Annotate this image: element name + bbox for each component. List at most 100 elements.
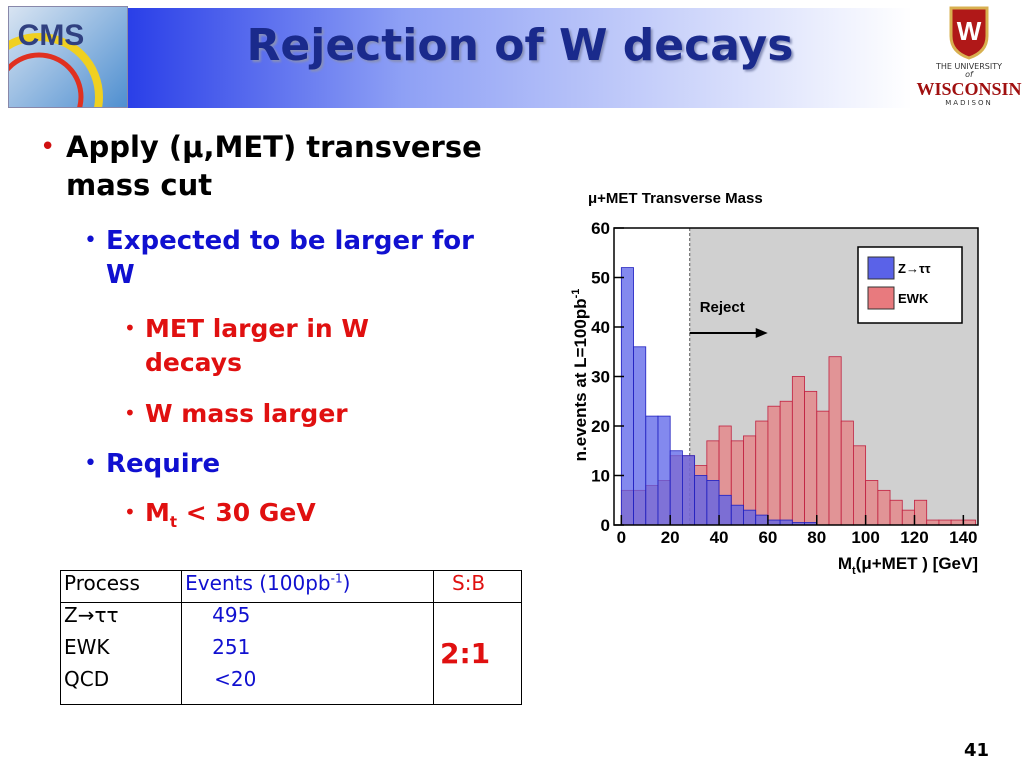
- text: Events (100pb: [185, 571, 331, 595]
- hist-bin: [718, 494, 732, 526]
- legend: Z→ττ EWK: [857, 246, 963, 324]
- hist-bin: [804, 390, 818, 526]
- legend-label: EWK: [898, 291, 929, 306]
- hist-bin: [694, 475, 708, 526]
- hist-bin: [828, 356, 842, 526]
- text: ): [342, 571, 351, 595]
- y-tick-label: 60: [591, 219, 610, 238]
- y-tick-label: 30: [591, 368, 610, 387]
- hist-bin: [853, 445, 867, 526]
- cell: Z→ττ: [59, 602, 183, 635]
- text: M: [838, 554, 852, 573]
- hist-bin: [645, 415, 659, 526]
- bullet-1: Apply (μ,MET) transverse mass cut: [66, 130, 482, 202]
- sb-value: 2:1: [433, 602, 522, 705]
- bullet-1a2: W mass larger: [145, 399, 348, 428]
- slide-number: 41: [964, 740, 990, 761]
- y-tick-label: 0: [601, 516, 610, 535]
- cms-text: CMS: [18, 19, 85, 52]
- text: n.events at L=100pb: [571, 298, 590, 461]
- hist-bin: [755, 420, 769, 526]
- bullet-1a: Expected to be larger for W: [106, 226, 474, 290]
- x-tick-label: 120: [900, 528, 928, 547]
- hist-bin: [682, 455, 696, 526]
- y-tick-label: 20: [591, 417, 610, 436]
- bullet-dot: •: [40, 132, 56, 162]
- hist-bin: [657, 415, 671, 526]
- uw-logo: W THE UNIVERSITY of WISCONSIN MADISON: [914, 4, 1024, 114]
- hist-bin: [914, 499, 928, 526]
- legend-label: Z→ττ: [898, 261, 931, 276]
- th-events: Events (100pb-1): [181, 570, 434, 603]
- cms-logo-art: CMS: [0, 19, 103, 161]
- arrow-head: [755, 328, 768, 338]
- x-tick-label: 80: [807, 528, 826, 547]
- annotation: Reject: [700, 299, 745, 316]
- hist-bin: [840, 420, 854, 526]
- hist-bin: [620, 267, 634, 526]
- hist-bin: [901, 509, 915, 526]
- hist-bin: [730, 504, 744, 526]
- subscript: t: [852, 565, 856, 577]
- x-tick-label: 140: [949, 528, 977, 547]
- th-sb: S:B: [433, 570, 522, 603]
- x-axis-label: Mt(μ+MET ) [GeV]: [838, 554, 978, 577]
- hist-bin: [743, 509, 757, 526]
- hist-bin: [706, 480, 720, 526]
- hist-bin: [767, 405, 781, 526]
- y-tick-label: 10: [591, 467, 610, 486]
- hist-bin: [755, 514, 769, 526]
- bullet-dot: •: [124, 401, 136, 425]
- cell: 251: [181, 634, 434, 667]
- superscript: -1: [570, 289, 582, 299]
- bullet-1b1: Mt < 30 GeV: [145, 496, 316, 539]
- uw-of: of: [965, 70, 973, 79]
- cell: 495: [181, 602, 434, 635]
- hist-bin: [779, 400, 793, 526]
- hist-bin: [889, 499, 903, 526]
- uw-name: WISCONSIN: [916, 79, 1022, 99]
- uw-city: MADISON: [945, 99, 993, 107]
- hist-bin: [865, 480, 879, 526]
- hist-bin: [816, 410, 830, 526]
- legend-swatch: [867, 256, 895, 280]
- cell: <20: [181, 666, 434, 705]
- th-process: Process: [59, 570, 183, 603]
- bullet-dot: •: [124, 500, 136, 524]
- bullet-dot: •: [84, 228, 97, 253]
- uw-top: THE UNIVERSITY: [936, 62, 1002, 71]
- hist-bin: [877, 489, 891, 526]
- y-axis-label: n.events at L=100pb-1: [570, 289, 590, 462]
- text: < 30 GeV: [177, 498, 316, 527]
- hist-bin: [669, 450, 683, 526]
- hist-bin: [633, 346, 647, 526]
- text: M: [145, 498, 170, 527]
- y-tick-label: 40: [591, 318, 610, 337]
- x-tick-label: 20: [661, 528, 680, 547]
- title-band: [128, 8, 912, 108]
- uw-crest: W: [949, 6, 989, 60]
- histogram: μ+MET Transverse Mass n.events at L=100p…: [570, 190, 979, 577]
- subscript: t: [169, 513, 178, 531]
- svg-text:W: W: [957, 16, 982, 46]
- text: (μ+MET ) [GeV]: [856, 554, 978, 573]
- bullet-dot: •: [84, 451, 97, 476]
- bullet-dot: •: [124, 316, 136, 340]
- hist-bin: [791, 376, 805, 526]
- bullet-1b: Require: [106, 449, 221, 479]
- x-tick-label: 100: [851, 528, 879, 547]
- x-tick-label: 40: [710, 528, 729, 547]
- cms-logo: CMS: [0, 6, 128, 161]
- chart-title: μ+MET Transverse Mass: [588, 190, 763, 207]
- legend-swatch: [867, 286, 895, 310]
- x-tick-label: 0: [617, 528, 626, 547]
- superscript: -1: [330, 571, 343, 586]
- bullet-1a1: MET larger in W decays: [145, 314, 370, 377]
- y-tick-label: 50: [591, 269, 610, 288]
- cell: QCD: [59, 666, 183, 705]
- table: Process Events (100pb-1) S:B Z→ττ 495 2:…: [59, 570, 522, 705]
- slide-title: Rejection of W decays: [246, 20, 794, 71]
- cell: EWK: [59, 634, 183, 667]
- x-tick-label: 60: [758, 528, 777, 547]
